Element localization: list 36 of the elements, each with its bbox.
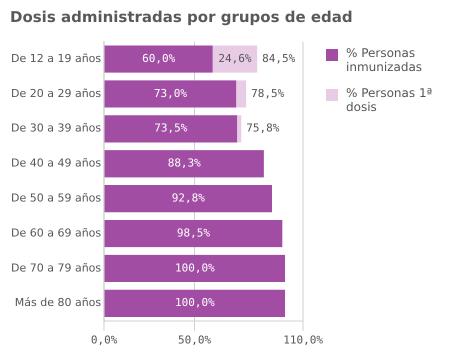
legend-label: % Personas inmunizadas — [346, 46, 424, 74]
bar — [104, 290, 286, 317]
bar — [104, 185, 272, 212]
y-tick-label: De 30 a 39 años — [10, 122, 102, 135]
data-label: 88,3% — [168, 156, 202, 170]
y-tick-label: De 70 a 79 años — [10, 261, 102, 274]
total-label: 78,5% — [251, 86, 285, 100]
bar — [104, 220, 282, 248]
x-tick-label: 50,0% — [178, 333, 212, 346]
bar — [104, 45, 213, 73]
data-label: 24,6% — [218, 52, 252, 65]
bar — [104, 80, 236, 108]
data-label: 73,0% — [154, 86, 188, 100]
y-tick-label: De 12 a 19 años — [10, 52, 102, 65]
bar — [236, 80, 246, 108]
total-label: 84,5% — [262, 52, 296, 65]
data-label: 100,0% — [174, 296, 216, 310]
data-label: 92,8% — [172, 192, 206, 205]
y-tick-label: De 40 a 49 años — [10, 156, 102, 170]
y-tick-label: De 50 a 59 años — [10, 192, 102, 205]
legend-label: % Personas 1ª dosis — [346, 86, 434, 114]
data-label: 73,5% — [154, 122, 188, 135]
data-label: 60,0% — [142, 52, 176, 65]
bar — [237, 115, 242, 142]
bar — [104, 150, 264, 178]
x-tick-label: 110,0% — [283, 333, 324, 346]
total-label: 75,8% — [246, 122, 280, 135]
y-tick-label: De 60 a 69 años — [10, 226, 102, 240]
bar — [104, 254, 286, 282]
y-tick-label: De 20 a 29 años — [10, 86, 102, 100]
data-label: 100,0% — [174, 261, 216, 274]
bar — [104, 115, 238, 142]
chart-title: Dosis administradas por grupos de edad — [10, 8, 354, 26]
data-label: 98,5% — [176, 226, 210, 240]
x-tick-label: 0,0% — [90, 333, 118, 346]
y-tick-label: Más de 80 años — [14, 296, 102, 310]
